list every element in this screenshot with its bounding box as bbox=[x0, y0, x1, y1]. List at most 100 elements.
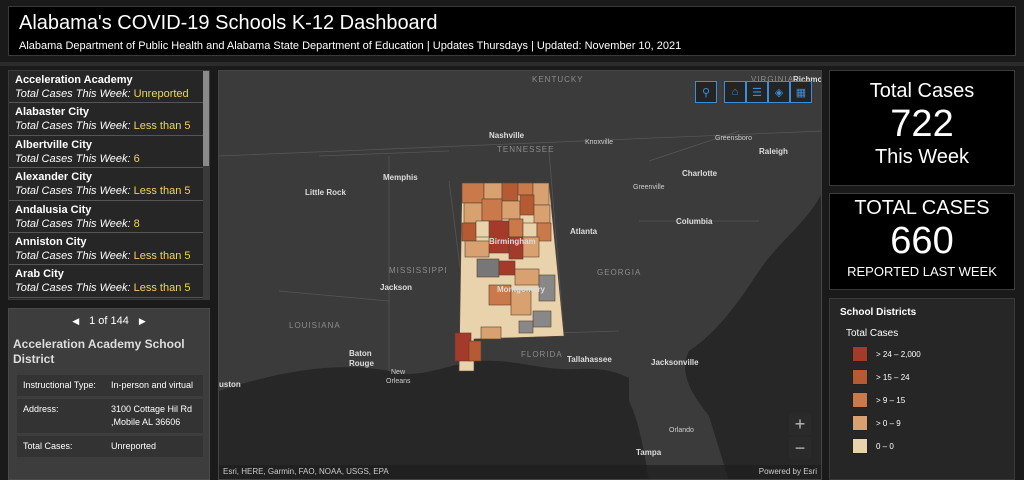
legend-label: > 24 – 2,000 bbox=[876, 349, 921, 359]
district-shape bbox=[532, 310, 552, 328]
legend-swatch bbox=[852, 415, 868, 431]
district-shape bbox=[463, 202, 483, 224]
legend-label: > 0 – 9 bbox=[876, 418, 901, 428]
list-item-value: Less than 5 bbox=[133, 249, 191, 262]
list-item[interactable]: Arab City Total Cases This Week: Less th… bbox=[9, 265, 209, 298]
map-view[interactable]: KENTUCKY VIRGINIA Richmo Nashville Knoxv… bbox=[218, 70, 822, 480]
home-icon[interactable]: ⌂ bbox=[724, 81, 746, 103]
district-shape bbox=[461, 222, 477, 242]
list-item-value: Unreported bbox=[133, 88, 189, 100]
list-item[interactable]: Anniston City Total Cases This Week: Les… bbox=[9, 232, 209, 266]
map-label-birmingham: Birmingham bbox=[489, 237, 536, 246]
dashboard-header: Alabama's COVID-19 Schools K-12 Dashboar… bbox=[8, 6, 1016, 56]
list-item-value: Less than 5 bbox=[133, 120, 191, 133]
pager: ◀ 1 of 144 ▶ bbox=[9, 309, 209, 333]
list-item-name: Acceleration Academy bbox=[15, 74, 133, 86]
list-item-name: Albertville City bbox=[15, 138, 93, 151]
map-label-virginia: VIRGINIA bbox=[751, 75, 795, 84]
header-divider bbox=[0, 62, 1024, 66]
list-item-name: Arab City bbox=[15, 268, 64, 281]
district-shape bbox=[536, 222, 552, 242]
next-arrow-icon[interactable]: ▶ bbox=[138, 315, 146, 326]
map-label-greenville: Greenville bbox=[633, 184, 665, 191]
district-shape bbox=[476, 258, 500, 278]
detail-title: Acceleration Academy School District bbox=[13, 337, 185, 366]
district-shape bbox=[481, 198, 503, 222]
card-value: 722 bbox=[890, 103, 954, 145]
search-icon[interactable]: ⚲ bbox=[695, 81, 717, 103]
florida-land bbox=[629, 371, 707, 479]
detail-table: Instructional Type: In-person and virtua… bbox=[17, 375, 203, 460]
district-list[interactable]: Acceleration Academy Total Cases This We… bbox=[8, 70, 210, 300]
layers-icon[interactable]: ◈ bbox=[768, 81, 790, 103]
zoom-in-button[interactable]: + bbox=[789, 413, 811, 435]
previous-arrow-icon[interactable]: ◀ bbox=[72, 315, 80, 326]
legend-item: 0 – 0 bbox=[852, 438, 1004, 454]
map-label-tennessee: TENNESSEE bbox=[497, 145, 555, 154]
list-item-name: Anniston City bbox=[15, 235, 87, 248]
table-row: Address: 3100 Cottage Hil Rd ,Mobile AL … bbox=[17, 397, 203, 436]
legend-item: > 9 – 15 bbox=[852, 392, 1004, 408]
detail-value: 3100 Cottage Hil Rd ,Mobile AL 36606 bbox=[105, 397, 203, 436]
basemap-gallery-icon[interactable]: ▦ bbox=[790, 81, 812, 103]
list-scrollbar[interactable] bbox=[203, 71, 209, 299]
list-item[interactable]: Alexander City Total Cases This Week: Le… bbox=[9, 168, 209, 201]
map-label-new-orleans-line1: New bbox=[391, 369, 406, 376]
dashboard-title: Alabama's COVID-19 Schools K-12 Dashboar… bbox=[19, 12, 438, 34]
legend-label: 0 – 0 bbox=[876, 441, 894, 451]
map-label-tampa: Tampa bbox=[636, 448, 662, 457]
map-label-louisiana: LOUISIANA bbox=[289, 321, 341, 330]
list-item-name: Andalusia City bbox=[15, 203, 92, 216]
list-icon[interactable]: ☰ bbox=[746, 81, 768, 103]
district-shape bbox=[475, 220, 491, 238]
legend-item: > 0 – 9 bbox=[852, 415, 1004, 431]
list-scrollbar-thumb[interactable] bbox=[203, 71, 209, 166]
legend-subtitle: Total Cases bbox=[846, 328, 899, 339]
detail-value: Unreported bbox=[105, 434, 203, 460]
list-item[interactable]: Acceleration Academy Total Cases This We… bbox=[9, 71, 209, 104]
list-item[interactable]: Albertville City Total Cases This Week: … bbox=[9, 135, 209, 169]
district-shape bbox=[514, 268, 540, 286]
map-label-georgia: GEORGIA bbox=[597, 268, 642, 277]
legend-swatch bbox=[852, 392, 868, 408]
map-label-charlotte: Charlotte bbox=[682, 169, 718, 178]
list-item[interactable]: Alabaster City Total Cases This Week: Le… bbox=[9, 103, 209, 136]
map-label-florida: FLORIDA bbox=[521, 350, 563, 359]
map-label-richmond: Richmo bbox=[793, 75, 822, 84]
district-shape bbox=[461, 182, 485, 204]
list-item[interactable]: Andalusia City Total Cases This Week: 8 bbox=[9, 200, 209, 233]
district-shape bbox=[508, 218, 524, 238]
district-shape bbox=[533, 204, 551, 224]
map-label-greensboro: Greensboro bbox=[715, 135, 752, 142]
list-item-name: Alabaster City bbox=[15, 106, 89, 119]
legend-swatch bbox=[852, 369, 868, 385]
map-label-houston: uston bbox=[219, 380, 241, 389]
legend-swatch bbox=[852, 346, 868, 362]
map-search-tool: ⚲ bbox=[695, 81, 717, 103]
map-label-tallahassee: Tallahassee bbox=[567, 355, 612, 364]
map-label-jackson: Jackson bbox=[380, 283, 413, 292]
map-label-knoxville: Knoxville bbox=[585, 139, 614, 146]
gulf-water bbox=[219, 360, 699, 479]
map-legend: School Districts Total Cases > 24 – 2,00… bbox=[829, 298, 1015, 480]
list-item-label: Total Cases This Week: bbox=[15, 185, 131, 198]
district-shape bbox=[501, 200, 521, 220]
attribution-text: Esri, HERE, Garmin, FAO, NOAA, USGS, EPA bbox=[223, 467, 389, 476]
detail-value: In-person and virtual bbox=[105, 375, 203, 399]
powered-by-esri[interactable]: Powered by Esri bbox=[758, 467, 817, 476]
list-item-label: Total Cases This Week: bbox=[15, 249, 131, 262]
list-item-value: Less than 5 bbox=[133, 282, 191, 295]
legend-label: > 9 – 15 bbox=[876, 395, 906, 405]
zoom-out-button[interactable]: − bbox=[789, 437, 811, 459]
atlantic-water bbox=[685, 194, 821, 479]
card-heading: TOTAL CASES bbox=[854, 197, 990, 219]
district-shape bbox=[454, 332, 472, 362]
district-shape bbox=[483, 182, 503, 200]
map-label-baton-rouge-line2: Rouge bbox=[349, 359, 374, 368]
map-label-kentucky: KENTUCKY bbox=[532, 75, 584, 84]
list-item-label: Total Cases This Week: bbox=[15, 152, 131, 165]
legend-item: > 15 – 24 bbox=[852, 369, 1004, 385]
dashboard-subtitle: Alabama Department of Public Health and … bbox=[19, 40, 682, 52]
map-label-little-rock: Little Rock bbox=[305, 188, 346, 197]
list-item-value: 8 bbox=[133, 217, 140, 230]
